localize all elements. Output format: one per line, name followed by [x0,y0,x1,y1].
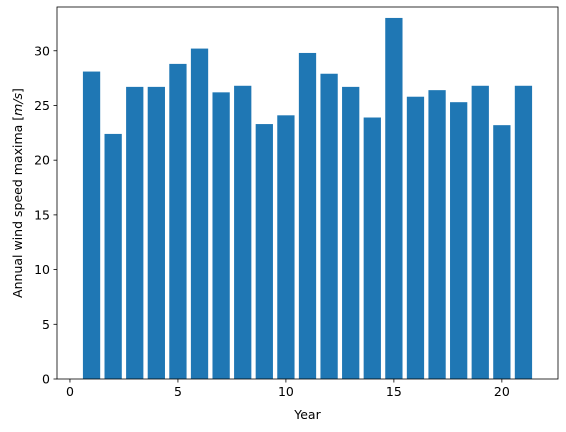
x-axis-label: Year [293,407,321,422]
plot-frame [56,6,559,380]
bar-year-2 [104,133,122,379]
bar-year-9 [255,124,273,379]
x-tick-label: 10 [278,384,294,399]
y-tick-label: 20 [34,153,50,168]
y-tick-label: 30 [34,43,50,58]
y-axis-ticks: 0 5 10 15 20 25 30 [34,43,57,387]
bar-year-7 [212,92,230,379]
bar-year-12 [320,73,338,379]
bar-year-15 [385,17,403,380]
x-tick-label: 5 [174,384,182,399]
bar-year-17 [428,90,446,379]
bar-year-21 [514,85,533,379]
y-tick-label: 0 [42,372,50,387]
bar-year-5 [169,63,187,380]
y-axis-label-unit: m/s [10,92,25,115]
x-axis-ticks: 0 5 10 15 20 [66,379,510,399]
bar-year-13 [342,86,360,379]
y-tick-label: 5 [42,317,50,332]
y-axis-label: Annual wind speed maxima [m/s] [10,88,25,298]
bar-year-20 [493,125,511,379]
y-tick-label: 15 [34,207,50,222]
bars-group [82,17,533,380]
x-tick-label: 0 [66,384,74,399]
bar-year-3 [126,86,144,379]
bar-year-1 [82,71,101,379]
y-tick-label: 25 [34,98,50,113]
y-axis-label-suffix: ] [10,88,25,93]
y-axis-label-prefix: Annual wind speed maxima [ [10,116,25,298]
bar-year-14 [363,117,381,379]
bar-year-11 [298,52,317,379]
bar-year-19 [471,85,489,379]
bar-year-18 [450,102,468,379]
x-tick-label: 15 [386,384,402,399]
bar-year-10 [277,115,295,379]
bar-year-6 [190,48,209,379]
bar-year-8 [234,85,252,379]
x-tick-label: 20 [494,384,510,399]
bar-year-4 [147,86,165,379]
bar-year-16 [406,96,425,379]
y-tick-label: 10 [34,262,50,277]
